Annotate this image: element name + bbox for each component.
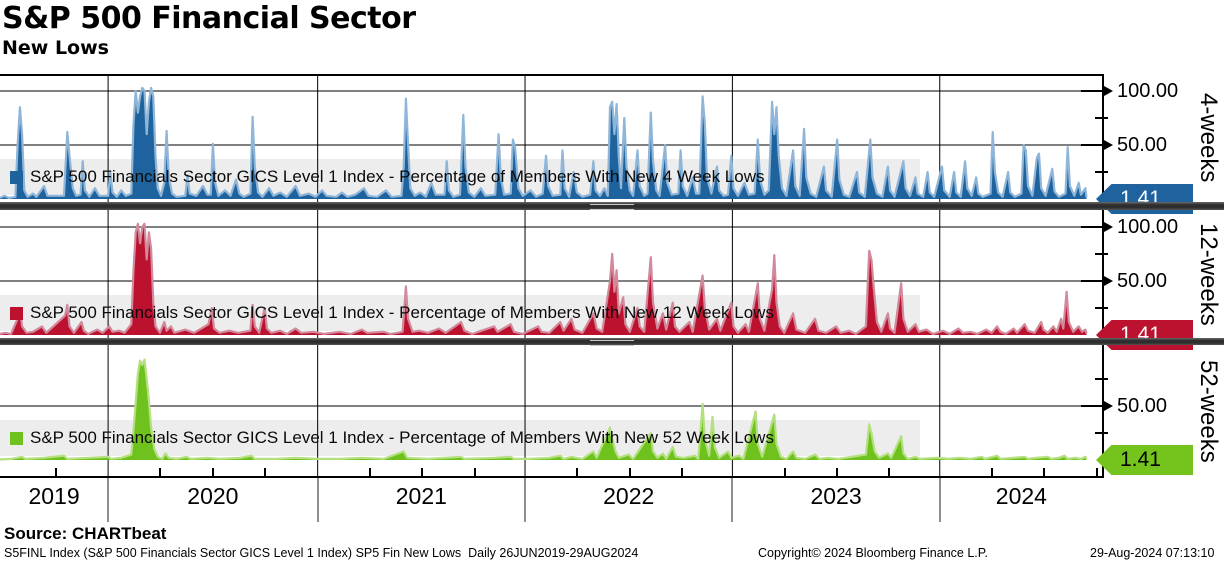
legend-marker-icon (10, 170, 23, 184)
y-tick (1081, 144, 1105, 146)
y-minor-tick (1095, 432, 1108, 434)
panel-12-weeks: S&P 500 Financials Sector GICS Level 1 I… (0, 210, 1224, 350)
footer-timestamp: 29-Aug-2024 07:13:10 (1090, 546, 1215, 560)
footer-security-info: S5FINL Index (S&P 500 Financials Sector … (4, 546, 639, 560)
separator-drag-handle[interactable] (590, 204, 634, 210)
x-minor-tick (576, 468, 579, 477)
y-minor-tick (1095, 378, 1108, 380)
chart-region: S&P 500 Financials Sector GICS Level 1 I… (0, 74, 1224, 522)
last-value-badge-12-weeks: 1.41 (1096, 320, 1193, 350)
y-tick (1081, 405, 1105, 407)
year-label: 2019 (28, 483, 80, 509)
line-series-4-weeks (0, 86, 1088, 199)
year-boundary-line (107, 477, 110, 522)
line-series-52-weeks (0, 358, 1088, 461)
y-tick-label: 50.00 (1117, 134, 1168, 156)
legend-label: S&P 500 Financials Sector GICS Level 1 I… (30, 303, 774, 322)
plot-area-12-weeks[interactable] (0, 210, 1103, 338)
x-minor-tick (628, 468, 631, 477)
year-label: 2021 (395, 483, 447, 509)
x-minor-tick (783, 468, 786, 477)
x-minor-tick (368, 468, 371, 477)
source-label: Source: CHARTbeat (4, 524, 167, 543)
legend-52-weeks: S&P 500 Financials Sector GICS Level 1 I… (0, 420, 920, 456)
panel-separator (0, 202, 1224, 210)
y-tick (1081, 90, 1105, 92)
y-tick (1081, 226, 1105, 228)
y-tick-arrow-icon (1104, 401, 1113, 411)
x-minor-tick (1043, 468, 1046, 477)
plot-area-52-weeks[interactable] (0, 345, 1103, 477)
plot-top-border (0, 74, 1104, 76)
year-boundary-line (524, 477, 527, 522)
panel-4-weeks: S&P 500 Financials Sector GICS Level 1 I… (0, 74, 1224, 214)
x-minor-tick (473, 468, 476, 477)
y-tick-arrow-icon (1104, 140, 1113, 150)
legend-marker-icon (10, 431, 23, 445)
year-boundary-line (316, 477, 319, 522)
y-axis-line (1102, 74, 1104, 477)
plot-area-4-weeks[interactable] (0, 74, 1103, 202)
y-minor-tick (1095, 253, 1108, 255)
page-title: S&P 500 Financial Sector (2, 1, 416, 36)
x-minor-tick (1095, 468, 1098, 477)
legend-12-weeks: S&P 500 Financials Sector GICS Level 1 I… (0, 295, 920, 331)
y-tick-label: 100.00 (1117, 80, 1179, 102)
y-tick-arrow-icon (1104, 222, 1113, 232)
line-series-12-weeks (0, 222, 1088, 335)
year-label: 2024 (995, 483, 1047, 509)
last-value-badge-52-weeks: 1.41 (1096, 445, 1193, 475)
y-minor-tick (1095, 307, 1108, 309)
x-minor-tick (159, 468, 162, 477)
axis-title-52-weeks: 52-weeks (1195, 359, 1222, 463)
year-label: 2023 (810, 483, 862, 509)
page-subtitle: New Lows (2, 37, 109, 59)
y-tick-arrow-icon (1104, 86, 1113, 96)
y-tick-label: 50.00 (1117, 270, 1168, 292)
y-tick-label: 50.00 (1117, 395, 1168, 417)
panel-separator (0, 338, 1224, 346)
x-minor-tick (211, 468, 214, 477)
year-boundary-line (938, 477, 941, 522)
year-label: 2020 (187, 483, 239, 509)
y-tick (1081, 280, 1105, 282)
axis-title-12-weeks: 12-weeks (1195, 222, 1222, 326)
x-minor-tick (991, 468, 994, 477)
axis-title-4-weeks: 4-weeks (1195, 93, 1222, 183)
footer: S5FINL Index (S&P 500 Financials Sector … (0, 545, 1224, 563)
x-minor-tick (835, 468, 838, 477)
x-minor-tick (263, 468, 266, 477)
x-minor-tick (54, 468, 57, 477)
y-tick-arrow-icon (1104, 276, 1113, 286)
y-minor-tick (1095, 117, 1108, 119)
y-minor-tick (1095, 171, 1108, 173)
legend-marker-icon (10, 306, 23, 320)
chart-header: S&P 500 Financial Sector New Lows (0, 0, 1224, 74)
x-minor-tick (680, 468, 683, 477)
legend-4-weeks: S&P 500 Financials Sector GICS Level 1 I… (0, 159, 920, 195)
legend-label: S&P 500 Financials Sector GICS Level 1 I… (30, 167, 765, 186)
footer-copyright: Copyright© 2024 Bloomberg Finance L.P. (758, 546, 988, 560)
separator-drag-handle[interactable] (590, 340, 634, 346)
year-label: 2022 (603, 483, 655, 509)
y-tick-label: 100.00 (1117, 216, 1179, 238)
panel-52-weeks: S&P 500 Financials Sector GICS Level 1 I… (0, 345, 1224, 477)
area-series-12-weeks (0, 223, 1087, 335)
legend-label: S&P 500 Financials Sector GICS Level 1 I… (30, 428, 774, 447)
x-axis-line (0, 476, 1104, 478)
x-minor-tick (888, 468, 891, 477)
year-boundary-line (731, 477, 734, 522)
x-minor-tick (421, 468, 424, 477)
